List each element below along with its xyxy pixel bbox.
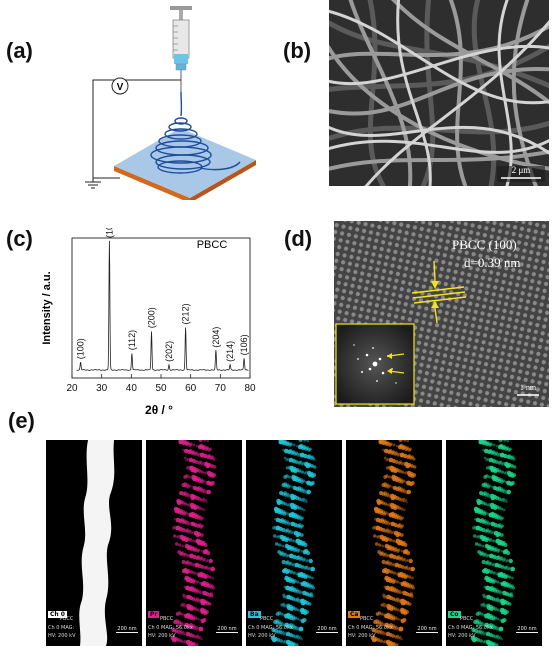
elemental-map xyxy=(470,440,517,646)
eds-sample-label: PBCC xyxy=(160,616,174,622)
x-tick-label: 60 xyxy=(185,383,197,394)
x-tick-label: 20 xyxy=(66,383,78,394)
eds-channel-tag: Ba xyxy=(248,611,261,618)
x-axis-label: 2θ / ° xyxy=(145,403,173,417)
electrospinning-schematic: V xyxy=(85,6,256,200)
eds-info-line-1: Ch 0 MAG: 56.0kx xyxy=(448,625,493,631)
peak-label: (214) xyxy=(225,341,235,362)
peak-label: (202) xyxy=(164,341,174,362)
eds-scale-bar: 200 nm xyxy=(116,626,138,633)
panel-label-c: (c) xyxy=(6,226,33,251)
eds-channel-tag: Ca xyxy=(348,611,361,618)
eds-info-line-2: HV: 200 kV xyxy=(148,633,176,639)
x-tick-label: 70 xyxy=(215,383,227,394)
xrd-chart: (100) (102) (112) (200) (202) (212) (204) (214)… xyxy=(41,228,256,417)
x-tick-label: 30 xyxy=(96,383,108,394)
elemental-map xyxy=(170,440,217,646)
eds-info-line-1: Ch 0 MAG: 56.0kx xyxy=(348,625,393,631)
peak-label: (102) xyxy=(104,228,114,238)
ground-icon xyxy=(85,178,101,189)
sem-image: 2 μm xyxy=(329,0,549,186)
hrtem-image: PBCC (100) d=0.39 nm 1 nm xyxy=(334,221,549,407)
sem-scale-bar-label: 2 μm xyxy=(511,165,531,175)
eds-info-line-2: HV: 200 kV xyxy=(348,633,376,639)
panel-label-b: (b) xyxy=(283,38,312,63)
circuit-wire xyxy=(92,79,181,179)
collector-plate-side-right xyxy=(190,160,256,200)
eds-scale-bar: 200 nm xyxy=(416,626,438,633)
syringe-plunger-rod xyxy=(179,10,183,20)
plot-frame xyxy=(71,237,251,379)
eds-channel-tag: Co xyxy=(448,611,461,618)
y-axis-label: Intensity / a.u. xyxy=(41,271,53,344)
xrd-pattern-line xyxy=(76,240,249,371)
peak-label: (212) xyxy=(181,303,191,324)
eds-map-1: Pr PBCC Ch 0 MAG: 56.0kx HV: 200 kV 200 nm xyxy=(146,440,242,646)
eds-scale-bar: 200 nm xyxy=(216,626,238,633)
hrtem-scale-bar-label: 1 nm xyxy=(519,383,537,392)
eds-info-line-1: Ch 0 MAG: 56.0kx xyxy=(248,625,293,631)
hrtem-lattice xyxy=(334,221,549,407)
eds-info-line-2: HV: 200 kV xyxy=(448,633,476,639)
eds-sample-label: PBCC xyxy=(360,616,374,622)
panel-label-e: (e) xyxy=(8,408,35,433)
elemental-map xyxy=(370,440,417,646)
eds-map-2: Ba PBCC Ch 0 MAG: 56.0kx HV: 200 kV 200 nm xyxy=(246,440,342,646)
x-tick-label: 40 xyxy=(126,383,138,394)
eds-info-line-2: HV: 200 kV xyxy=(48,633,76,639)
eds-map-4: Co PBCC Ch 0 MAG: 56.0kx HV: 200 kV 200 nm xyxy=(446,440,542,646)
sem-fibers xyxy=(329,0,549,186)
panel-label-a: (a) xyxy=(6,38,33,63)
hrtem-annotation-spacing: d=0.39 nm xyxy=(464,255,521,270)
x-tick-label: 80 xyxy=(244,383,256,394)
peak-label: (200) xyxy=(147,307,157,328)
eds-scale-bar: 200 nm xyxy=(316,626,338,633)
haadf-image xyxy=(79,440,115,646)
eds-info-line-1: Ch 0 MAG: xyxy=(48,625,75,631)
syringe-tip xyxy=(175,63,187,71)
eds-channel-tag: Ch 0 xyxy=(48,611,67,618)
eds-channel-tag: Pr xyxy=(148,611,160,618)
x-tick-label: 50 xyxy=(155,383,167,394)
eds-info-line-2: HV: 200 kV xyxy=(248,633,276,639)
eds-map-3: Ca PBCC Ch 0 MAG: 56.0kx HV: 200 kV 200 nm xyxy=(346,440,442,646)
panel-label-d: (d) xyxy=(284,226,313,251)
syringe-solution xyxy=(174,54,188,64)
chart-title: PBCC xyxy=(197,239,228,251)
elemental-map xyxy=(270,440,317,646)
eds-map-0: Ch 0 PBCC Ch 0 MAG: HV: 200 kV 200 nm xyxy=(46,440,142,646)
eds-scale-bar: 200 nm xyxy=(516,626,538,633)
eds-sample-label: PBCC xyxy=(260,616,274,622)
peak-label: (112) xyxy=(127,330,137,350)
syringe-plunger-cap xyxy=(170,6,192,10)
peak-label: (204) xyxy=(211,327,221,348)
fiber-jet-coil xyxy=(150,91,241,174)
collector-plate-side xyxy=(114,166,190,200)
peak-label: (100) xyxy=(76,338,86,359)
eds-sample-label: PBCC xyxy=(460,616,474,622)
eds-sample-label: PBCC xyxy=(60,616,74,622)
eds-info-line-1: Ch 0 MAG: 56.0kx xyxy=(148,625,193,631)
peak-label: (106) xyxy=(239,334,249,355)
voltage-source-icon xyxy=(111,77,129,95)
hrtem-annotation-plane: PBCC (100) xyxy=(452,237,517,252)
voltage-symbol: V xyxy=(117,82,124,93)
